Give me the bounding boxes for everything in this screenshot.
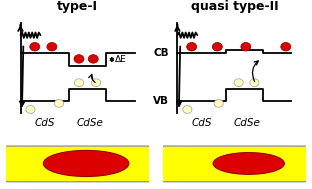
- Circle shape: [75, 79, 84, 87]
- Circle shape: [250, 79, 259, 87]
- Circle shape: [88, 55, 98, 63]
- Circle shape: [214, 99, 223, 107]
- Text: CdSe: CdSe: [234, 118, 261, 128]
- Circle shape: [30, 43, 40, 51]
- Title: type-I: type-I: [57, 0, 98, 13]
- Text: CB: CB: [153, 48, 169, 58]
- Circle shape: [187, 43, 197, 51]
- Circle shape: [213, 153, 284, 174]
- Circle shape: [183, 106, 192, 113]
- Circle shape: [241, 43, 251, 51]
- Circle shape: [234, 79, 243, 87]
- Circle shape: [212, 43, 222, 51]
- FancyArrowPatch shape: [89, 74, 95, 82]
- Circle shape: [47, 43, 57, 51]
- Text: VB: VB: [153, 96, 169, 106]
- Circle shape: [43, 150, 129, 177]
- Circle shape: [91, 79, 101, 87]
- Circle shape: [281, 43, 291, 51]
- FancyArrowPatch shape: [252, 61, 258, 81]
- Text: CdS: CdS: [191, 118, 212, 128]
- Circle shape: [26, 106, 35, 113]
- Title: quasi type-II: quasi type-II: [191, 0, 278, 13]
- Text: CdS: CdS: [35, 118, 55, 128]
- Text: CdSe: CdSe: [77, 118, 104, 128]
- FancyBboxPatch shape: [153, 146, 312, 182]
- FancyBboxPatch shape: [0, 146, 159, 182]
- Circle shape: [55, 99, 64, 107]
- Circle shape: [74, 55, 84, 63]
- Text: ΔE: ΔE: [115, 55, 126, 64]
